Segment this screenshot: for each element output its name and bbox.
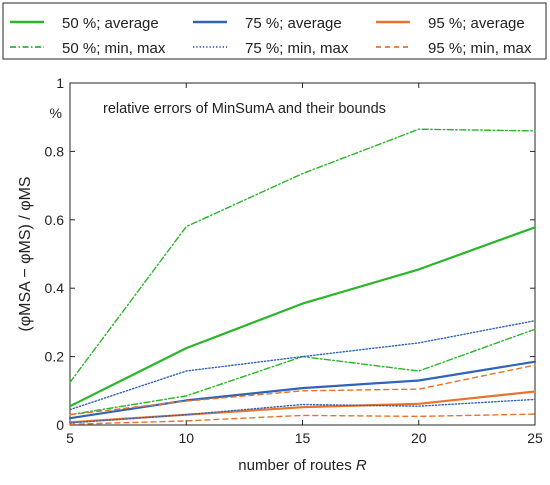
legend-label: 50 %; min, max: [62, 40, 166, 57]
plot-area: 5 10 15 20 25 0 0.2 0.4 0.6 0.8 1% number of routes…: [17, 75, 543, 474]
series-line-4: [69, 128, 536, 383]
x-tick-label: 5: [66, 430, 74, 446]
legend-label: 95 %; average: [428, 15, 525, 32]
x-tick-label: 20: [411, 430, 427, 446]
y-tick-label: 0.6: [45, 212, 65, 228]
legend: 50 %; average 75 %; average 95 %; average 5…: [2, 2, 547, 60]
y-tick-label: 0.2: [45, 349, 65, 365]
series-line-9: [69, 413, 536, 425]
series-line-8: [69, 364, 536, 416]
series-line-7: [69, 398, 536, 424]
y-tick-label: 0.8: [45, 143, 65, 159]
y-tick-label: 1: [56, 75, 64, 91]
series-line-6: [69, 320, 536, 411]
y-tick-label: 0: [56, 417, 64, 433]
chart-annotation: relative errors of MinSumA and their bou…: [103, 101, 386, 117]
y-unit-label: %: [50, 105, 62, 121]
series-line-1: [68, 226, 537, 408]
series-line-2: [68, 360, 537, 420]
legend-label: 95 %; min, max: [428, 40, 532, 57]
x-axis-label: number of routes R: [238, 457, 367, 474]
x-tick-label: 15: [295, 430, 311, 446]
y-tick-label: 0.4: [45, 280, 65, 296]
x-tick-label: 10: [178, 430, 194, 446]
x-tick-label: 25: [527, 430, 543, 446]
series-line-5: [69, 328, 536, 416]
y-axis-label: (φMSA − φMS) / φMS: [17, 176, 34, 331]
legend-label: 75 %; average: [245, 15, 342, 32]
legend-label: 75 %; min, max: [245, 40, 349, 57]
legend-label: 50 %; average: [62, 15, 159, 32]
legend-box: [2, 2, 547, 60]
